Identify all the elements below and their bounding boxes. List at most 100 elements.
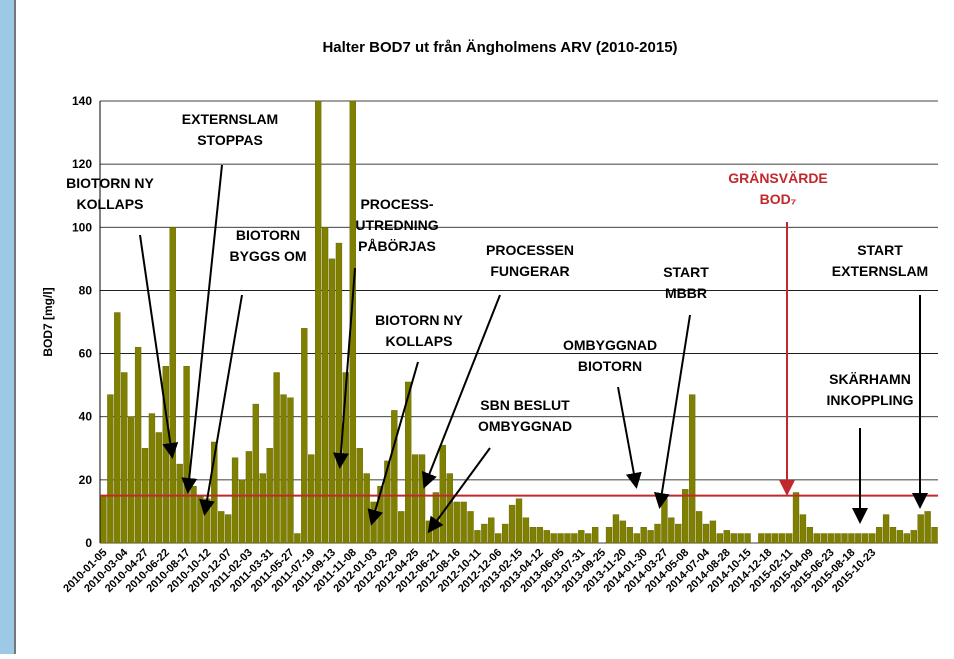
- bar: [419, 455, 425, 543]
- bar: [315, 101, 321, 543]
- bar: [294, 534, 300, 543]
- bar: [398, 511, 404, 543]
- bar: [274, 373, 280, 543]
- bar: [835, 534, 841, 543]
- bar: [703, 524, 709, 543]
- annotation-line: PROCESS-: [360, 196, 433, 212]
- y-tick-label: 0: [85, 536, 92, 550]
- annotation: OMBYGGNAD BIOTORN: [563, 337, 657, 374]
- annotation-line: INKOPPLING: [826, 392, 913, 408]
- bar: [197, 496, 203, 543]
- bar: [634, 534, 640, 543]
- bar: [592, 527, 598, 543]
- annotation-line: GRÄNSVÄRDE: [728, 170, 828, 186]
- bar: [177, 464, 183, 543]
- bar: [918, 515, 924, 543]
- annotation-line: KOLLAPS: [386, 333, 453, 349]
- annotation: PROCESSEN FUNGERAR: [486, 242, 574, 279]
- annotation-line: KOLLAPS: [77, 196, 144, 212]
- annotation-line: FUNGERAR: [490, 263, 569, 279]
- bar: [412, 455, 418, 543]
- annotation-line: BIOTORN: [236, 227, 300, 243]
- bar: [828, 534, 834, 543]
- bar: [814, 534, 820, 543]
- annotation: PROCESS-UTREDNINGPÅBÖRJAS: [355, 196, 438, 254]
- bar: [530, 527, 536, 543]
- annotation-arrow: [660, 315, 690, 505]
- bar: [710, 521, 716, 543]
- bar: [731, 534, 737, 543]
- annotation-line: BOD₇: [760, 191, 797, 207]
- bar: [738, 534, 744, 543]
- bar: [107, 395, 113, 543]
- bar: [897, 530, 903, 543]
- bar: [855, 534, 861, 543]
- bar: [184, 366, 190, 543]
- bar: [911, 530, 917, 543]
- bar: [606, 527, 612, 543]
- annotation: BIOTORN NY KOLLAPS: [66, 175, 154, 212]
- bar: [786, 534, 792, 543]
- bar: [800, 515, 806, 543]
- annotation-line: STOPPAS: [197, 132, 263, 148]
- bar: [641, 527, 647, 543]
- bar: [925, 511, 931, 543]
- bar: [114, 313, 120, 543]
- bar: [807, 527, 813, 543]
- annotation-line: MBBR: [665, 285, 707, 301]
- bar: [585, 534, 591, 543]
- bar: [474, 530, 480, 543]
- annotation-line: BIOTORN NY: [66, 175, 154, 191]
- y-tick-label: 60: [79, 347, 93, 361]
- bar: [495, 534, 501, 543]
- bar: [627, 527, 633, 543]
- bar: [758, 534, 764, 543]
- y-tick-label: 80: [79, 283, 93, 297]
- y-tick-label: 20: [79, 473, 93, 487]
- annotation-arrow: [430, 448, 490, 530]
- bar: [675, 524, 681, 543]
- y-axis-label: BOD7 [mg/l]: [41, 287, 55, 356]
- y-tick-label: 40: [79, 410, 93, 424]
- bar: [391, 410, 397, 543]
- annotation-line: START: [663, 264, 709, 280]
- annotation-line: BYGGS OM: [229, 248, 306, 264]
- bar: [779, 534, 785, 543]
- bar: [218, 511, 224, 543]
- annotation: GRÄNSVÄRDE BOD₇: [728, 170, 828, 207]
- bar: [724, 530, 730, 543]
- bar: [565, 534, 571, 543]
- bar: [502, 524, 508, 543]
- bar: [488, 518, 494, 543]
- bar: [135, 347, 141, 543]
- bar: [571, 534, 577, 543]
- bar: [281, 395, 287, 543]
- bar: [149, 414, 155, 543]
- annotation-line: PROCESSEN: [486, 242, 574, 258]
- bar: [745, 534, 751, 543]
- bar: [454, 502, 460, 543]
- bar: [842, 534, 848, 543]
- bar: [509, 505, 515, 543]
- bar: [308, 455, 314, 543]
- bar: [516, 499, 522, 543]
- bar: [655, 524, 661, 543]
- bar: [440, 445, 446, 543]
- bar: [765, 534, 771, 543]
- bar: [648, 530, 654, 543]
- bar: [668, 518, 674, 543]
- annotation-line: OMBYGGNAD: [563, 337, 657, 353]
- bar: [239, 480, 245, 543]
- bar: [128, 417, 134, 543]
- bar: [246, 451, 252, 543]
- bar: [578, 530, 584, 543]
- bar: [426, 521, 432, 543]
- annotation-line: BIOTORN: [578, 358, 642, 374]
- bar: [225, 515, 231, 543]
- bar: [121, 373, 127, 543]
- chart-title: Halter BOD7 ut från Ängholmens ARV (2010…: [322, 39, 677, 56]
